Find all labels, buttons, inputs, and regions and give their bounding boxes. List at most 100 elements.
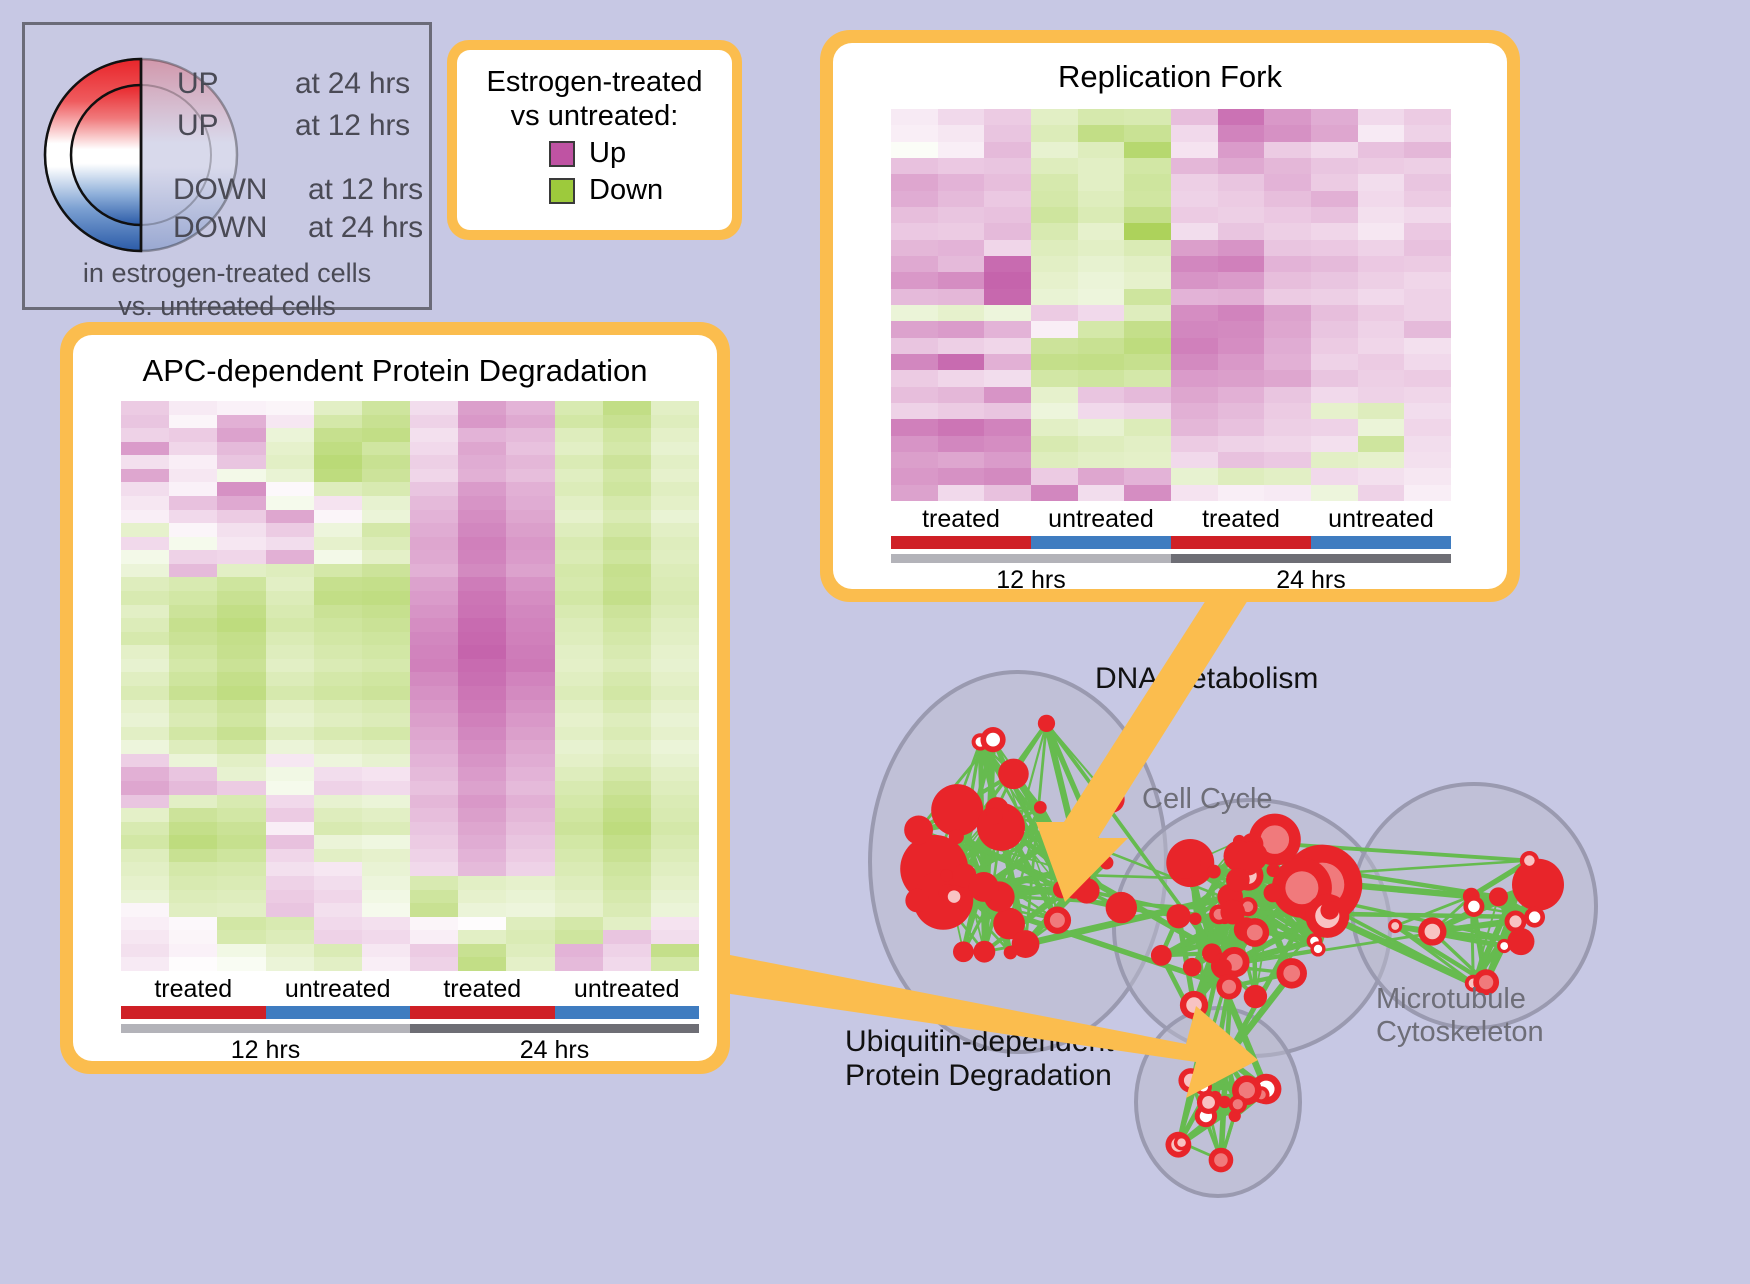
heatmap-cell bbox=[555, 469, 603, 483]
network-node[interactable] bbox=[1098, 786, 1125, 813]
heatmap-cell bbox=[555, 944, 603, 958]
heatmap-cell bbox=[314, 713, 362, 727]
heatmap-cell bbox=[651, 469, 699, 483]
network-node[interactable] bbox=[1220, 900, 1245, 925]
heatmap-cell bbox=[217, 564, 265, 578]
network-node[interactable] bbox=[1197, 1091, 1220, 1114]
network-node[interactable] bbox=[1388, 919, 1402, 933]
network-node[interactable] bbox=[1489, 887, 1508, 906]
network-node[interactable] bbox=[1216, 974, 1241, 999]
network-node[interactable] bbox=[1180, 991, 1208, 1019]
network-node[interactable] bbox=[1053, 880, 1071, 898]
network-node[interactable] bbox=[1229, 1095, 1248, 1114]
network-node[interactable] bbox=[1151, 945, 1172, 966]
network-node[interactable] bbox=[1524, 907, 1545, 928]
axis-time-bars-rf bbox=[891, 554, 1451, 563]
heatmap-cell bbox=[121, 632, 169, 646]
heatmap-cell bbox=[362, 605, 410, 619]
network-node[interactable] bbox=[1507, 928, 1534, 955]
heatmap-cell bbox=[1264, 256, 1311, 272]
heatmap-cell bbox=[169, 835, 217, 849]
network-node[interactable] bbox=[1463, 896, 1484, 917]
heatmap-cell bbox=[121, 482, 169, 496]
heatmap-cell bbox=[169, 523, 217, 537]
heatmap-cell bbox=[506, 442, 554, 456]
heatmap-cell bbox=[362, 564, 410, 578]
heatmap-cell bbox=[1218, 207, 1265, 223]
network-node[interactable] bbox=[940, 869, 952, 881]
network-node[interactable] bbox=[953, 941, 974, 962]
network-node[interactable] bbox=[1237, 841, 1267, 871]
network-node[interactable] bbox=[1044, 907, 1071, 934]
network-node[interactable] bbox=[1226, 868, 1250, 892]
heatmap-cell bbox=[891, 305, 938, 321]
network-node[interactable] bbox=[1263, 883, 1282, 902]
network-node[interactable] bbox=[1213, 1045, 1239, 1071]
network-node[interactable] bbox=[1174, 1135, 1189, 1150]
network-node[interactable] bbox=[1004, 946, 1018, 960]
heatmap-cell bbox=[555, 632, 603, 646]
heatmap-cell bbox=[1218, 321, 1265, 337]
network-node[interactable] bbox=[1215, 959, 1232, 976]
heatmap-cell bbox=[362, 510, 410, 524]
heatmap-cell bbox=[506, 496, 554, 510]
heatmap-cell bbox=[362, 442, 410, 456]
network-node[interactable] bbox=[1038, 715, 1055, 732]
network-node[interactable] bbox=[1169, 848, 1200, 879]
heatmap-cell bbox=[217, 930, 265, 944]
network-node[interactable] bbox=[1277, 958, 1307, 988]
network-node[interactable] bbox=[905, 889, 929, 913]
heatmap-cell bbox=[169, 795, 217, 809]
network-node[interactable] bbox=[1055, 834, 1075, 854]
heatmap-cell bbox=[555, 713, 603, 727]
heatmap-cell bbox=[1078, 354, 1125, 370]
network-node[interactable] bbox=[1209, 1148, 1234, 1173]
network-node[interactable] bbox=[1512, 859, 1564, 911]
network-node[interactable] bbox=[1240, 918, 1269, 947]
heatmap-cell bbox=[603, 795, 651, 809]
heatmap-cell bbox=[1404, 354, 1451, 370]
network-node[interactable] bbox=[969, 872, 999, 902]
heatmap-cell bbox=[121, 822, 169, 836]
heatmap-cell bbox=[1124, 109, 1171, 125]
heatmap-cell bbox=[506, 781, 554, 795]
network-node[interactable] bbox=[1320, 901, 1339, 920]
network-node[interactable] bbox=[949, 829, 964, 844]
heatmap-cell bbox=[1264, 354, 1311, 370]
network-node[interactable] bbox=[1418, 917, 1446, 945]
network-node[interactable] bbox=[1189, 913, 1201, 925]
network-node[interactable] bbox=[1034, 801, 1047, 814]
network-node[interactable] bbox=[943, 885, 966, 908]
network-node[interactable] bbox=[1244, 985, 1267, 1008]
network-node[interactable] bbox=[1183, 958, 1202, 977]
network-node[interactable] bbox=[1166, 904, 1190, 928]
heatmap-cell bbox=[1124, 354, 1171, 370]
heatmap-cell bbox=[266, 401, 314, 415]
network-node[interactable] bbox=[1100, 856, 1114, 870]
network-node[interactable] bbox=[998, 759, 1029, 790]
heatmap-cell bbox=[266, 645, 314, 659]
network-node[interactable] bbox=[1207, 865, 1221, 879]
network-node[interactable] bbox=[1520, 851, 1539, 870]
network-node[interactable] bbox=[973, 941, 995, 963]
network-node[interactable] bbox=[980, 727, 1005, 752]
network-node[interactable] bbox=[986, 808, 1002, 824]
heatmap-cell bbox=[506, 890, 554, 904]
heatmap-cell bbox=[938, 305, 985, 321]
network-node[interactable] bbox=[1106, 892, 1137, 923]
heatmap-cell bbox=[506, 740, 554, 754]
legend-footer: in estrogen-treated cells vs. untreated … bbox=[25, 257, 429, 323]
heatmap-cell bbox=[1404, 387, 1451, 403]
heatmap-cell bbox=[651, 415, 699, 429]
heatmap-cell bbox=[410, 876, 458, 890]
heatmap-cell bbox=[266, 428, 314, 442]
network-node[interactable] bbox=[904, 816, 933, 845]
network-node[interactable] bbox=[931, 784, 983, 836]
heatmap-cell bbox=[938, 289, 985, 305]
heatmap-cell bbox=[1358, 387, 1405, 403]
heatmap-cell bbox=[1264, 240, 1311, 256]
network-node[interactable] bbox=[1267, 863, 1281, 877]
heatmap-cell bbox=[458, 822, 506, 836]
network-node[interactable] bbox=[1310, 941, 1325, 956]
heatmap-cell bbox=[1078, 125, 1125, 141]
